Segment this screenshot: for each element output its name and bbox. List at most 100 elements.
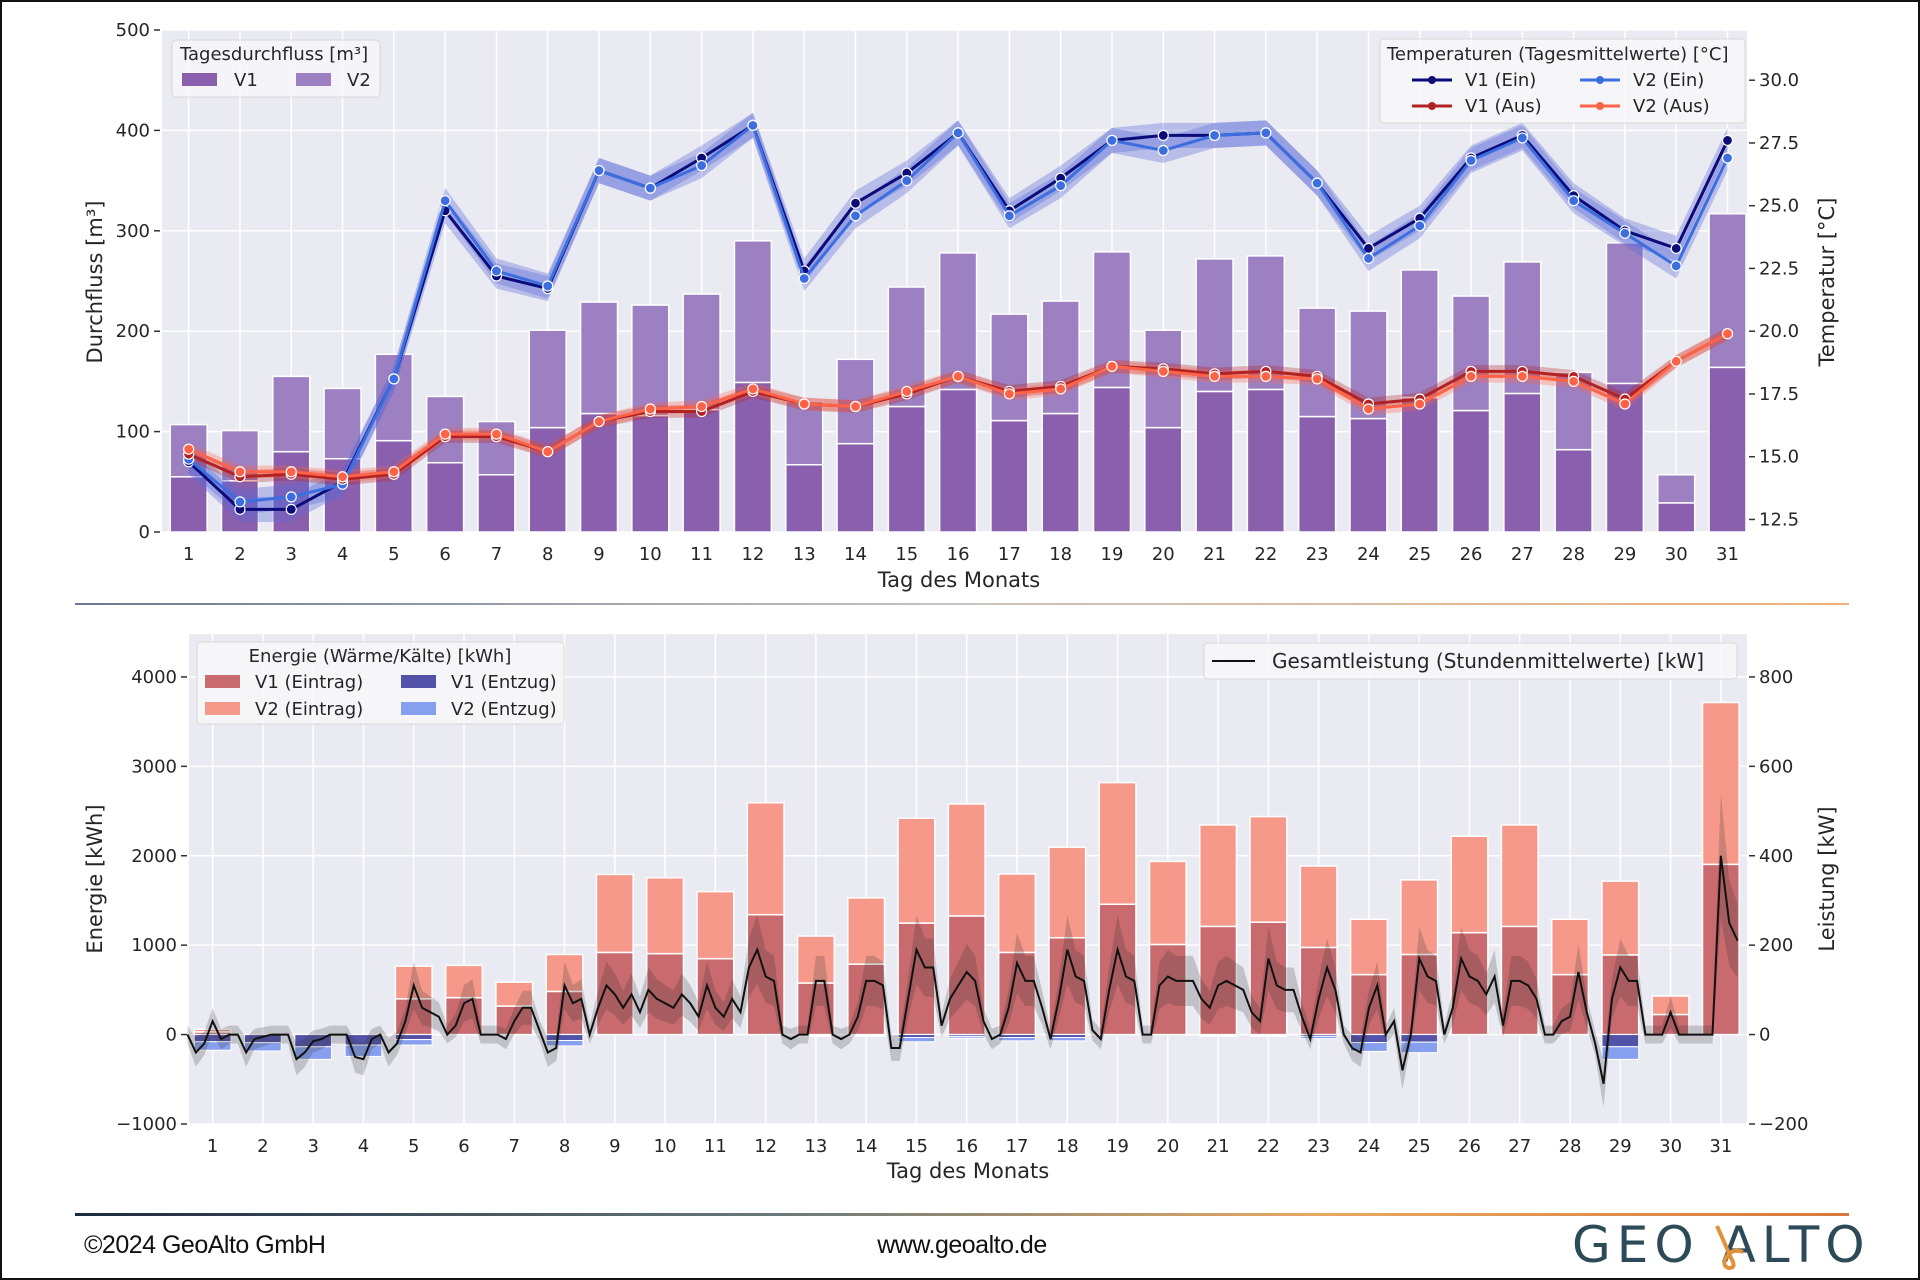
flow-bar-v2 [1451,295,1491,412]
energy-bar-entzug [998,1037,1036,1042]
y2-tick-label: 17.5 [1759,384,1799,405]
x-tick-label: 31 [1716,544,1739,565]
x-tick-label: 16 [947,544,970,565]
energy-bar-eintrag [997,873,1037,954]
x-tick-label: 19 [1106,1136,1129,1157]
flow-bar-v2 [528,329,567,429]
temperature-point [1670,260,1682,272]
temperature-point [1208,370,1221,382]
energy-bar-eintrag [495,981,534,1007]
temperature-point [1157,365,1169,377]
temperature-point [798,398,810,410]
temperature-point [490,428,503,440]
x-tick-label: 13 [804,1136,827,1157]
temperature-point [901,175,913,187]
flow-bar-v1 [1297,415,1337,533]
legend-swatch-v2-entzug [401,702,436,715]
flow-bar-v2 [374,353,414,442]
x-tick-label: 1 [183,544,194,565]
legend-item-v2-ein: V2 (Ein) [1580,70,1704,91]
x-tick-label: 13 [793,544,816,565]
temperature-point [1670,355,1682,367]
x-tick-label: 7 [491,544,502,565]
temperature-point [1568,195,1580,207]
energy-bar-eintrag [746,801,785,916]
energy-bar-eintrag [1148,860,1187,946]
temperature-point [849,210,862,222]
y-tick-label: 400 [116,120,150,141]
energy-bar-entzug [1048,1037,1087,1042]
y2-tick-label: 800 [1759,667,1793,688]
energy-bar-eintrag [1601,880,1640,956]
legend-swatch-v1 [182,73,217,86]
flow-bar-v1 [1195,390,1234,533]
x-tick-label: 24 [1357,544,1380,565]
energy-bar-eintrag [1550,918,1590,976]
temperature-point [1157,144,1169,157]
temperature-legend-box [1379,38,1746,124]
footer-divider [75,1213,1849,1216]
x-tick-label: 15 [905,1136,928,1157]
x-tick-label: 19 [1101,544,1124,565]
y2-tick-label: 20.0 [1759,321,1799,342]
temperature-point [644,403,656,415]
energy-bar-eintrag [193,1028,232,1033]
x-tick-label: 8 [559,1136,570,1157]
flow-bar-v2 [579,301,619,415]
x-tick-label: 27 [1508,1136,1531,1157]
energy-bar-eintrag [897,817,936,924]
energy-bar-eintrag [1098,903,1137,1036]
temperature-point [1721,134,1734,147]
energy-bar-entzug [1199,1034,1237,1037]
x-tick-label: 11 [690,544,713,565]
x-tick-label: 30 [1659,1136,1682,1157]
energy-legend-title: Energie (Wärme/Kälte) [kWh] [249,646,512,667]
temperature-point [747,383,759,395]
y-tick-label: 2000 [131,846,177,867]
temperature-point [1055,180,1067,192]
flow-bar-v1 [1349,417,1388,533]
x-tick-label: 18 [1056,1136,1079,1157]
legend-label-v2-eintrag: V2 (Eintrag) [255,699,363,720]
energy-bar-eintrag [1450,835,1489,934]
temperature-point [183,443,195,455]
x-tick-label: 21 [1207,1136,1230,1157]
x-tick-label: 22 [1254,544,1277,565]
energy-bar-entzug [344,1044,383,1057]
temperature-point [1568,375,1580,387]
flow-bar-v1 [477,474,516,533]
legend-item-v1-aus: V1 (Aus) [1412,96,1542,117]
temperature-point [234,496,246,508]
flow-bar-v2 [272,375,311,453]
flow-bar-v2 [784,400,824,466]
y-tick-label: 3000 [131,756,177,777]
temperature-point [1721,328,1734,340]
temperature-point [849,197,862,209]
x-tick-label: 12 [754,1136,777,1157]
legend-swatch-v1-entzug [401,675,436,688]
legend-label-v1-entzug: V1 (Entzug) [451,672,557,693]
y-tick-label: 200 [116,321,150,342]
y2-tick-label: 27.5 [1759,133,1799,154]
y-tick-label: 1000 [131,935,177,956]
y-tick-label: 0 [139,522,150,543]
temperature-point [1414,398,1426,410]
x-tick-label: 20 [1152,544,1175,565]
temperature-point [901,385,913,398]
flow-bar-v1 [425,461,465,533]
energy-bar-entzug [1299,1035,1338,1040]
energy-bar-eintrag [545,990,584,1036]
y2-tick-label: 25.0 [1759,196,1799,217]
x-tick-label: 2 [257,1136,268,1157]
energy-bar-entzug [947,1035,986,1039]
flow-bar-v1 [1092,386,1132,533]
temperature-point [234,466,246,478]
x-tick-label: 4 [337,544,348,565]
x-tick-label: 10 [654,1136,677,1157]
temperature-point [593,164,605,177]
x-tick-label: 17 [998,544,1021,565]
y2-tick-label: 15.0 [1759,447,1799,468]
legend-swatch-v2 [296,73,331,86]
website-link[interactable]: www.geoalto.de [876,1231,1047,1259]
x-tick-label: 25 [1408,544,1431,565]
